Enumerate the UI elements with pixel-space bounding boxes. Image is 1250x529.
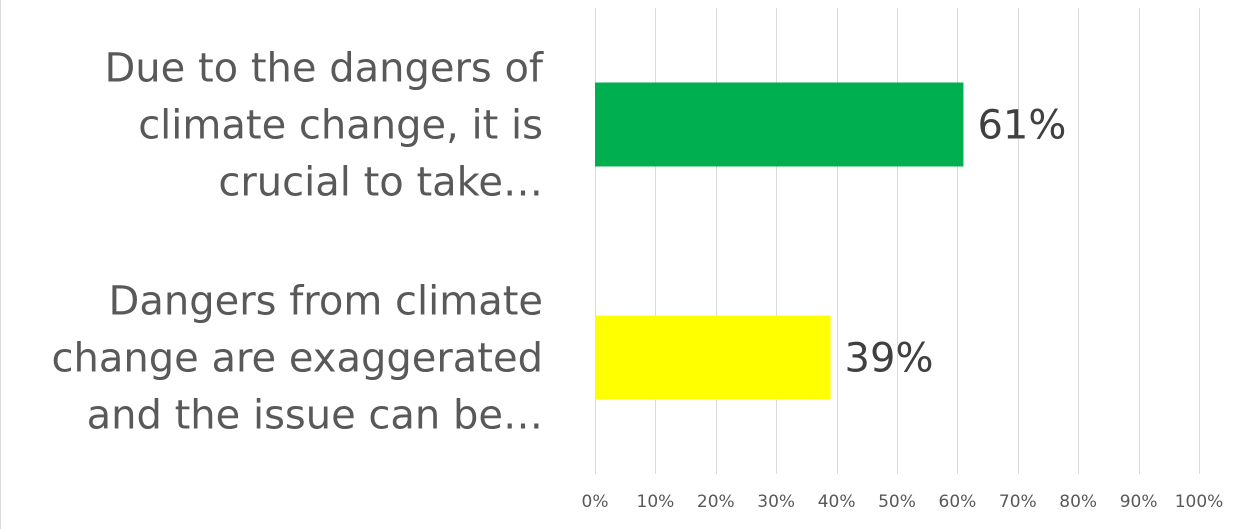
bar-2[interactable] [595,315,831,400]
data-label: 39% [845,336,934,382]
x-tick-label: 60% [939,492,977,512]
x-tick-label: 10% [637,492,675,512]
category-label-line: crucial to take… [218,160,543,206]
x-tick-label: 40% [818,492,856,512]
category-label-line: and the issue can be… [87,393,543,439]
x-tick-label: 90% [1120,492,1158,512]
x-tick-label: 0% [582,492,609,512]
x-tick-label: 30% [757,492,795,512]
x-tick-label: 20% [697,492,735,512]
category-label-line: climate change, it is [138,103,543,149]
x-tick-label: 70% [999,492,1037,512]
category-label-line: Dangers from climate [109,279,543,325]
category-label-line: Due to the dangers of [104,46,543,92]
x-tick-label: 80% [1059,492,1097,512]
bar-1[interactable] [595,82,964,167]
x-tick-label: 100% [1175,492,1224,512]
category-label-line: change are exaggerated [52,336,543,382]
x-tick-label: 50% [878,492,916,512]
data-label: 61% [977,103,1066,149]
